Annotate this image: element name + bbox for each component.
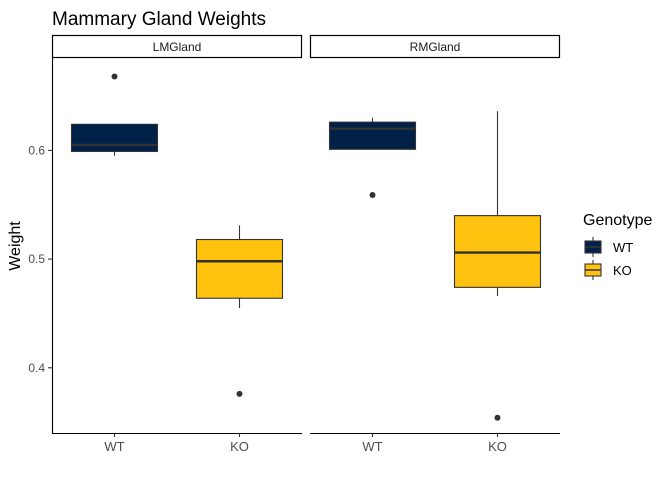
facet-strip-label: LMGland [153,40,202,54]
outlier-point [369,191,376,198]
chart-title: Mammary Gland Weights [52,9,266,30]
box-ko [195,225,284,397]
x-tick-label: WT [362,439,382,454]
y-tick-label: 0.5 [28,252,45,266]
x-tick-label: KO [488,439,507,454]
legend-title: Genotype [583,212,652,229]
facet-strip [309,34,561,59]
box-wt [328,117,417,198]
legend-label: WT [613,240,633,255]
legend-item-wt: WT [584,237,633,257]
outlier-point [111,73,118,80]
y-tick-label: 0.6 [28,143,45,157]
facet-strip [51,34,303,59]
x-tick-label: KO [230,439,249,454]
panel-lmgland: LMGland WT KO 0.4 0.5 0.6 [28,34,303,454]
box-iqr [195,238,284,299]
box-iqr [328,121,417,150]
legend-label: KO [613,263,632,278]
x-tick-label: WT [104,439,124,454]
y-tick-label: 0.4 [28,361,45,375]
box-wt [70,73,159,156]
facet-panels: LMGland WT KO 0.4 0.5 0.6 RMGland WT KO [28,34,561,454]
panel-rmgland: RMGland WT KO [309,34,561,454]
box-ko [453,111,542,421]
facet-strip-label: RMGland [410,40,461,54]
legend: Genotype WT KO [583,212,652,280]
outlier-point [494,414,501,421]
legend-item-ko: KO [584,260,632,280]
outlier-point [236,390,243,397]
y-axis-label: Weight [7,221,24,271]
box-iqr [70,123,159,153]
